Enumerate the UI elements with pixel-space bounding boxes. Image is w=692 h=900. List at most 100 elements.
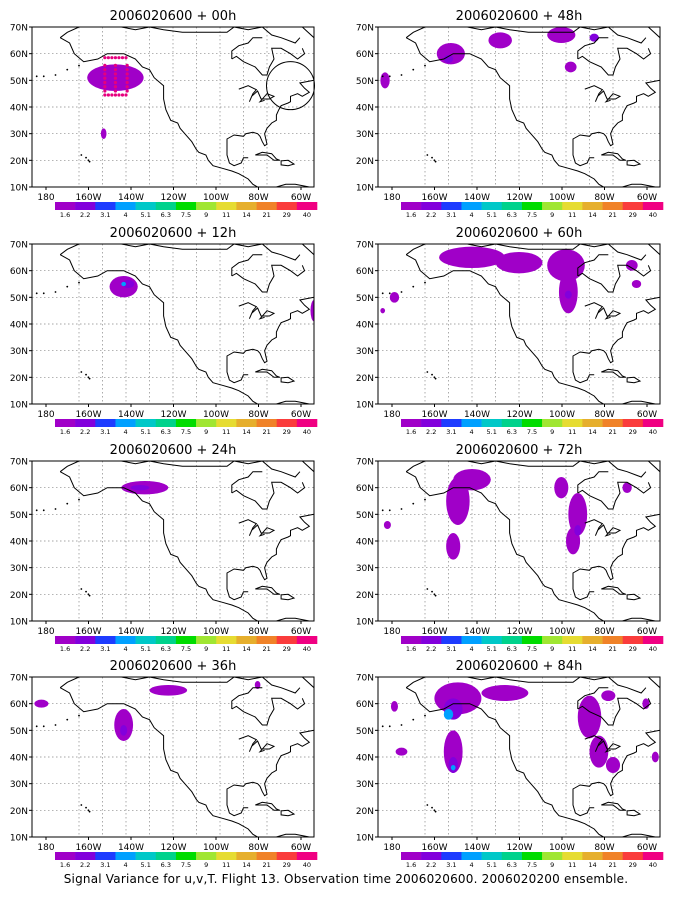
colorbar-label: 21 [262,861,270,869]
lat-tick-label: 20N [356,374,374,384]
lon-tick-label: 100W [549,627,575,637]
coastline [226,729,314,817]
variance-contour [547,249,585,282]
lat-tick-label: 70N [356,674,374,684]
colorbar-swatch [115,636,136,644]
colorbar-swatch [542,419,563,427]
lon-tick-label: 100W [549,410,575,420]
coastline [231,687,263,709]
colorbar-swatch [115,852,136,860]
colorbar-swatch [256,636,277,644]
colorbar-label: 9 [550,645,554,653]
colorbar-swatch [236,419,257,427]
coastline [647,27,660,39]
map-svg: 2006020600 + 84h 70N 60N 50N 40N 30N 20N 10N 180… [356,659,664,869]
coastline [231,697,306,726]
coastline [59,687,259,837]
map-svg: 2006020600 + 72h 70N 60N 50N 40N 30N 20N 10N 180… [356,443,664,653]
observation-point [117,93,121,97]
coastline [577,264,652,293]
colorbar-swatch [276,636,298,644]
colorbar-swatch [501,202,523,210]
lon-tick-label: 160W [421,193,447,203]
colorbar-swatch [115,419,136,427]
colorbar-label: 14 [588,645,596,653]
lat-tick-label: 60N [356,50,374,60]
colorbar-swatch [75,636,96,644]
lon-tick-label: 140W [118,843,144,853]
lon-tick-label: 140W [118,410,144,420]
variance-contour [622,482,632,493]
lat-tick-label: 50N [10,511,28,521]
coastline [601,151,627,161]
colorbar-label: 29 [283,428,291,436]
colorbar-swatch [441,636,462,644]
lon-tick-label: 180 [383,843,400,853]
lat-tick-label: 70N [10,674,28,684]
variance-contour [34,699,49,708]
lon-tick-label: 120W [506,410,532,420]
colorbar-label: 21 [262,428,270,436]
colorbar-label: 5.1 [487,211,497,219]
colorbar-label: 11 [222,645,230,653]
colorbar-label: 2.2 [426,861,436,869]
coastline [572,296,660,384]
lon-tick-label: 180 [383,193,400,203]
colorbar-swatch [135,202,157,210]
colorbar-swatch [175,852,197,860]
variance-contour [450,765,456,771]
colorbar-label: 21 [608,861,616,869]
plot-area [32,677,314,837]
coastline [231,264,306,293]
variance-contour [114,709,134,741]
lon-tick-label: 160W [75,627,101,637]
coastline [255,151,281,161]
lat-tick-label: 70N [10,241,28,251]
observation-point [125,76,129,80]
colorbar-swatch [481,202,503,210]
colorbar-swatch [95,636,116,644]
panel-title: 2006020600 + 84h [456,659,583,674]
coastline [261,677,301,694]
lat-tick-label: 20N [356,807,374,817]
colorbar-swatch [642,852,664,860]
colorbar-swatch [95,852,116,860]
observation-point [125,85,129,89]
coastline [584,85,622,103]
coastline [231,37,263,59]
colorbar-label: 1.6 [60,428,70,436]
colorbar-swatch [135,852,157,860]
lat-tick-label: 30N [10,347,28,357]
observation-point [125,63,129,67]
colorbar-label: 29 [283,211,291,219]
colorbar-swatch [135,636,157,644]
coastline [280,593,296,601]
lon-tick-label: 180 [383,627,400,637]
colorbar-swatch [421,419,442,427]
lon-tick-label: 160W [421,410,447,420]
highlight-circle [266,61,315,111]
colorbar-label: 5.1 [487,861,497,869]
lat-tick-label: 20N [10,807,28,817]
map-panel-p12: 2006020600 + 12h 70N 60N 50N 40N 30N 20N 10N 180… [0,217,346,437]
lat-tick-label: 70N [356,458,374,468]
colorbar-label: 6.3 [507,861,517,869]
lon-tick-label: 120W [506,843,532,853]
colorbar-label: 11 [222,211,230,219]
colorbar-swatch [501,636,523,644]
lon-tick-label: 60W [637,627,657,637]
coastline [59,27,263,39]
colorbar-swatch [256,852,277,860]
colorbar-swatch [236,636,257,644]
colorbar-swatch [155,636,177,644]
colorbar-label: 11 [222,428,230,436]
panel-title: 2006020600 + 36h [110,659,237,674]
colorbar-swatch [602,419,623,427]
variance-contour [605,757,621,773]
colorbar-swatch [236,202,257,210]
coastline [275,400,310,404]
coastline [577,697,652,726]
colorbar-swatch [55,852,76,860]
colorbar-label: 11 [568,861,576,869]
coastline [59,37,259,187]
